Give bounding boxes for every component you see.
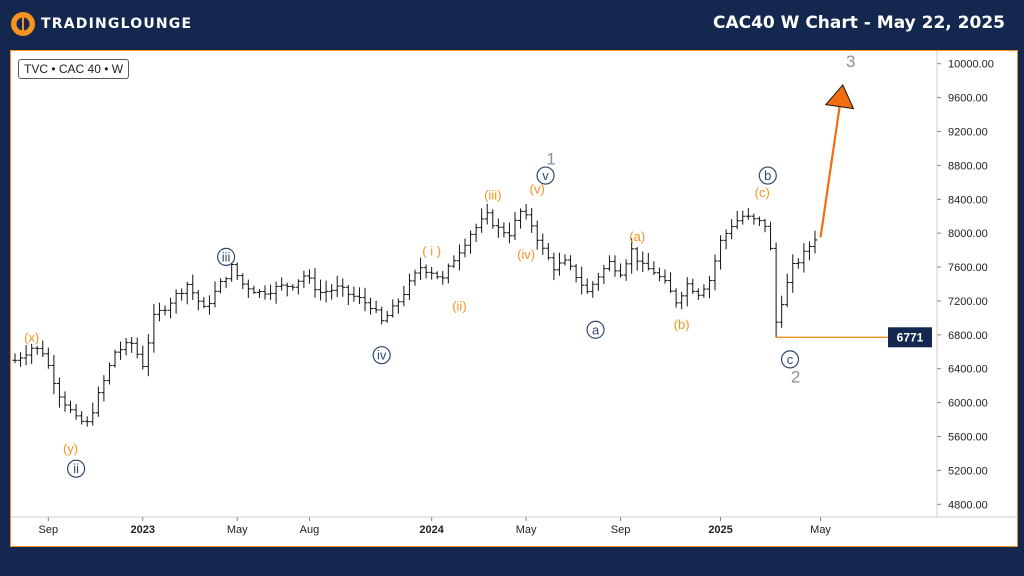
wave-label: iii bbox=[222, 249, 231, 264]
wave-label: (y) bbox=[63, 441, 78, 456]
brand-logo[interactable]: TRADINGLOUNGE bbox=[10, 11, 192, 37]
price-level-tag-label: 6771 bbox=[897, 330, 924, 344]
y-tick-label: 9600.00 bbox=[948, 93, 988, 105]
projection-arrow-shaft bbox=[819, 106, 841, 238]
y-tick-label: 7600.00 bbox=[948, 262, 988, 274]
wave-label: iv bbox=[377, 348, 387, 363]
wave-label: (ii) bbox=[452, 299, 466, 314]
y-tick-label: 10000.00 bbox=[948, 59, 994, 71]
x-tick-label: May bbox=[516, 524, 537, 536]
x-tick-label: May bbox=[810, 524, 831, 536]
y-tick-label: 5200.00 bbox=[948, 465, 988, 477]
brand-name: TRADINGLOUNGE bbox=[41, 16, 193, 32]
y-tick-label: 9200.00 bbox=[948, 126, 988, 138]
x-tick-label: 2023 bbox=[131, 524, 155, 536]
wave-label-circle bbox=[758, 166, 777, 185]
wave-label: c bbox=[787, 352, 794, 367]
wave-label: 2 bbox=[791, 367, 800, 386]
wave-label: (v) bbox=[530, 182, 545, 197]
x-tick-label: 2024 bbox=[419, 524, 444, 536]
wave-label: v bbox=[542, 168, 549, 183]
wave-label-circle bbox=[780, 350, 800, 369]
wave-label: b bbox=[764, 168, 771, 183]
x-tick-label: 2025 bbox=[708, 524, 732, 536]
x-tick-label: Aug bbox=[300, 524, 320, 536]
wave-label: (c) bbox=[755, 185, 770, 200]
x-tick-label: Sep bbox=[611, 524, 631, 536]
header-bar: TRADINGLOUNGE CAC40 W Chart - May 22, 20… bbox=[0, 0, 1024, 48]
symbol-label[interactable]: TVC • CAC 40 • W bbox=[18, 59, 130, 79]
wave-label: (a) bbox=[629, 229, 645, 244]
wave-label-circle bbox=[372, 346, 391, 365]
wave-label: a bbox=[592, 322, 600, 337]
wave-label-circle bbox=[536, 166, 555, 185]
wave-label: 1 bbox=[546, 150, 555, 169]
y-tick-label: 7200.00 bbox=[948, 296, 988, 308]
wave-label-circle bbox=[217, 247, 236, 266]
chart-title: CAC40 W Chart - May 22, 2025 bbox=[712, 13, 1005, 33]
x-tick-label: Sep bbox=[39, 524, 59, 536]
wave-label: (iii) bbox=[484, 188, 501, 203]
projection-arrowhead bbox=[824, 83, 855, 110]
logo-icon bbox=[11, 12, 35, 36]
y-tick-label: 6000.00 bbox=[948, 398, 988, 410]
wave-label: (iv) bbox=[517, 247, 535, 262]
y-tick-label: 6400.00 bbox=[948, 364, 988, 376]
wave-label-circle bbox=[586, 320, 605, 339]
wave-label-circle bbox=[67, 459, 86, 478]
wave-label: (x) bbox=[24, 330, 39, 345]
y-tick-label: 8000.00 bbox=[948, 228, 988, 240]
y-tick-label: 5600.00 bbox=[948, 432, 988, 444]
y-tick-label: 8800.00 bbox=[948, 160, 988, 172]
chart-panel[interactable]: 4800.00 5200.00 5600.00 6000.00 6400.00 6800.… bbox=[10, 50, 1018, 547]
y-tick-label: 6800.00 bbox=[948, 330, 988, 342]
wave-label: ( i ) bbox=[422, 243, 441, 258]
price-level-tag bbox=[888, 327, 932, 348]
y-tick-label: 4800.00 bbox=[948, 499, 988, 511]
y-tick-label: 8400.00 bbox=[948, 194, 988, 206]
x-tick-label: May bbox=[227, 524, 248, 536]
wave-label: ii bbox=[73, 461, 79, 476]
price-chart[interactable]: 4800.00 5200.00 5600.00 6000.00 6400.00 6800.… bbox=[11, 51, 1017, 546]
wave-label-3: 3 bbox=[846, 52, 855, 71]
wave-label: (b) bbox=[674, 317, 690, 332]
